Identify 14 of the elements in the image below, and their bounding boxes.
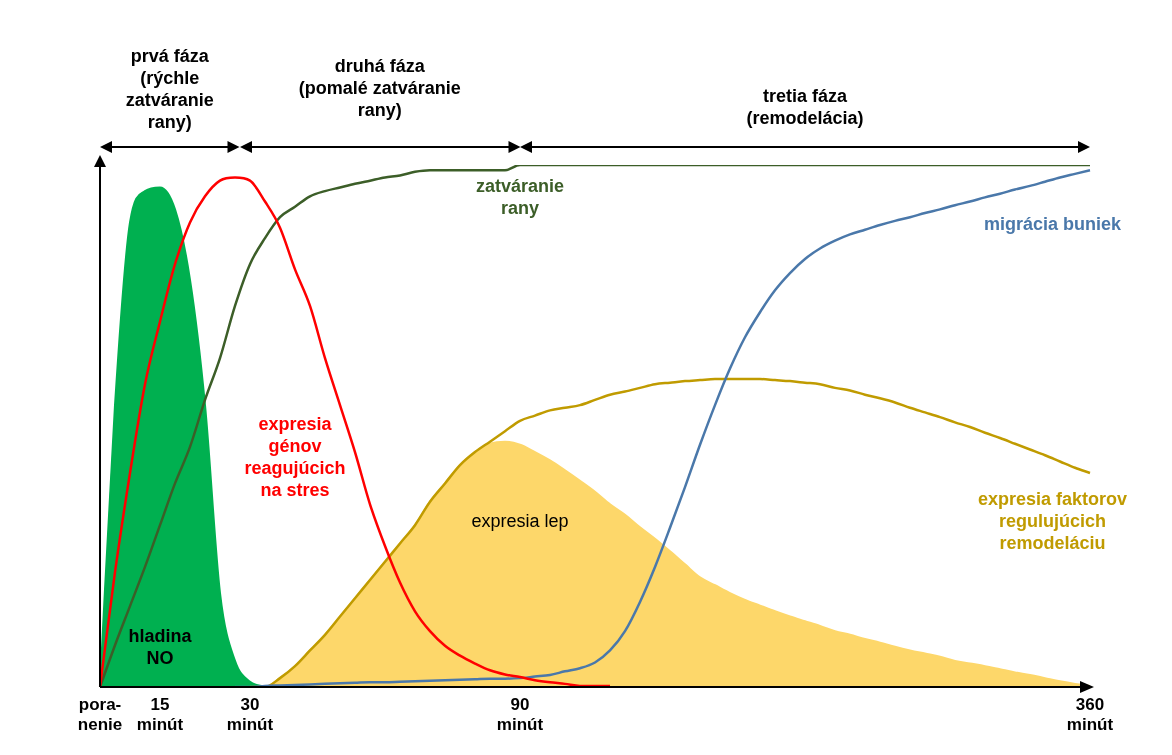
x-tick-label: 15 minút bbox=[136, 694, 184, 735]
series-label: expresia lep bbox=[470, 510, 570, 532]
x-tick-label: 30 minút bbox=[226, 694, 274, 735]
series-label: expresia génov reagujúcich na stres bbox=[243, 413, 347, 501]
x-tick-label: pora- nenie bbox=[77, 694, 123, 735]
x-tick-label: 360 minút bbox=[1066, 694, 1114, 735]
x-tick-label: 90 minút bbox=[496, 694, 544, 735]
text: expresia faktorov regulujúcich remodeláciu bbox=[977, 488, 1128, 554]
series-label: zatváranie rany bbox=[474, 175, 566, 219]
text: druhá fáza (pomalé zatváranie rany) bbox=[298, 55, 461, 121]
series-label: migrácia buniek bbox=[982, 213, 1123, 235]
text: tretia fáza (remodelácia) bbox=[746, 85, 864, 129]
series-label: hladina NO bbox=[127, 625, 193, 669]
text: prvá fáza (rýchle zatváranie rany) bbox=[125, 45, 214, 133]
